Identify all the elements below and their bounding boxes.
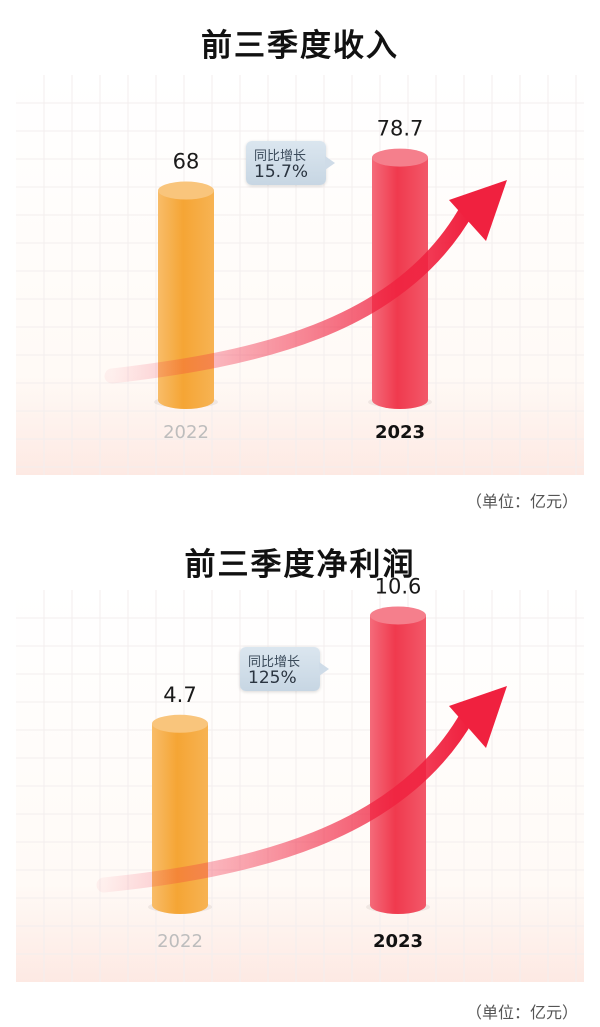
growth-callout-value: 125%	[248, 668, 297, 688]
tick-label-2022: 2022	[157, 931, 203, 952]
tick-label-2023: 2023	[373, 931, 423, 952]
bar-top	[370, 606, 426, 625]
growth-callout-value: 15.7%	[254, 162, 309, 182]
bar-top	[158, 181, 214, 200]
growth-callout: 同比增长 125%	[240, 647, 329, 691]
net-profit-chart-plot: 4.7 2022 10.6 2023	[16, 574, 584, 982]
bar-top	[372, 148, 428, 167]
bar-2022	[154, 181, 218, 409]
unit-note: （单位：亿元）	[465, 1003, 578, 1022]
arrow-head	[449, 686, 507, 748]
plot-background	[16, 75, 584, 475]
chart-title: 前三季度净利润	[184, 547, 416, 583]
bar-body	[370, 615, 426, 914]
unit-note: （单位：亿元）	[465, 492, 578, 511]
bar-top	[152, 714, 208, 733]
growth-callout: 同比增长 15.7%	[246, 141, 335, 185]
arrow-head	[449, 180, 507, 241]
growth-arrow	[96, 686, 507, 893]
revenue-chart: 68 2022 78.7 2023 前三季度收入 同比增长 15.7% （单位：亿元）	[16, 28, 584, 511]
tick-label-2022: 2022	[163, 422, 209, 443]
bar-body	[158, 190, 214, 409]
revenue-chart-plot: 68 2022 78.7 2023	[16, 75, 584, 475]
data-label-2022: 68	[173, 150, 200, 174]
growth-callout-label: 同比增长	[254, 149, 307, 164]
data-label-2023: 78.7	[377, 117, 424, 141]
bar-2023	[366, 606, 430, 914]
net-profit-chart: 4.7 2022 10.6 2023 前三季度净利润 同比增长 125% （单位：亿元…	[0, 515, 600, 1027]
data-label-2023: 10.6	[375, 574, 422, 598]
chart-title: 前三季度收入	[201, 28, 399, 64]
growth-arrow	[104, 180, 507, 384]
growth-callout-label: 同比增长	[248, 655, 301, 670]
tick-label-2023: 2023	[375, 422, 425, 443]
data-label-2022: 4.7	[163, 683, 196, 707]
